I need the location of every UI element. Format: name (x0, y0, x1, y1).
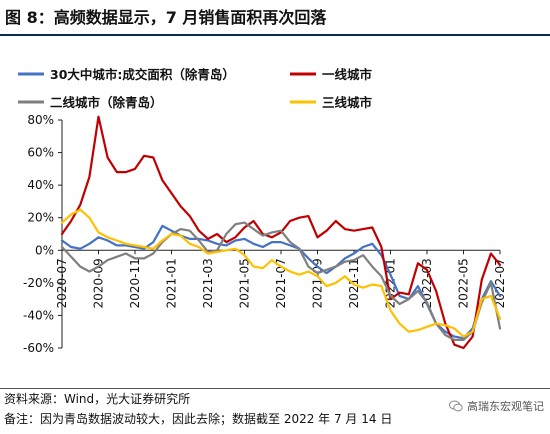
y-tick-label: -60% (23, 341, 54, 355)
series-line-2 (60, 221, 502, 341)
x-tick-label: 2021-03 (201, 258, 215, 308)
y-tick-label: 20% (27, 211, 54, 225)
wechat-icon (449, 400, 463, 412)
title-rule (0, 34, 550, 36)
x-tick-label: 2022-05 (457, 258, 471, 308)
series-line-3 (60, 208, 502, 338)
footer-rule (0, 388, 550, 389)
figure-title: 图 8：高频数据显示，7 月销售面积再次回落 (5, 8, 327, 27)
legend-label-0: 30大中城市:成交面积（除青岛） (50, 67, 235, 82)
x-tick-label: 2020-07 (55, 258, 69, 308)
y-tick-label: 40% (27, 178, 54, 192)
y-tick-label: 0% (35, 243, 54, 257)
x-tick-label: 2020-09 (92, 258, 106, 308)
series-group (60, 115, 502, 350)
watermark: 高瑞东宏观笔记 (449, 398, 544, 414)
source-note: 资料来源：Wind，光大证券研究所 (4, 392, 191, 406)
legend-label-3: 三线城市 (322, 95, 373, 110)
y-tick-label: 80% (27, 113, 54, 127)
x-tick-label: 2021-05 (238, 258, 252, 308)
watermark-text: 高瑞东宏观笔记 (467, 400, 544, 413)
y-tick-label: -20% (23, 276, 54, 290)
x-tick-label: 2021-01 (165, 258, 179, 308)
x-tick-label: 2022-07 (493, 258, 507, 308)
legend-label-2: 二线城市（除青岛） (50, 95, 163, 110)
y-axis: 80% 60% 40% 20% 0% -20% -40% -60% (23, 113, 63, 355)
remark-note: 备注：因为青岛数据波动较大，因此去除；数据截至 2022 年 7 月 14 日 (4, 412, 393, 426)
y-tick-label: 60% (27, 146, 54, 160)
legend-label-1: 一线城市 (322, 67, 373, 82)
x-tick-label: 2021-07 (274, 258, 288, 308)
y-tick-label: -40% (23, 308, 54, 322)
x-tick-label: 2020-11 (128, 258, 142, 308)
x-axis: 2020-07 2020-09 2020-11 2021-01 2021-03 2021-… (55, 249, 507, 308)
